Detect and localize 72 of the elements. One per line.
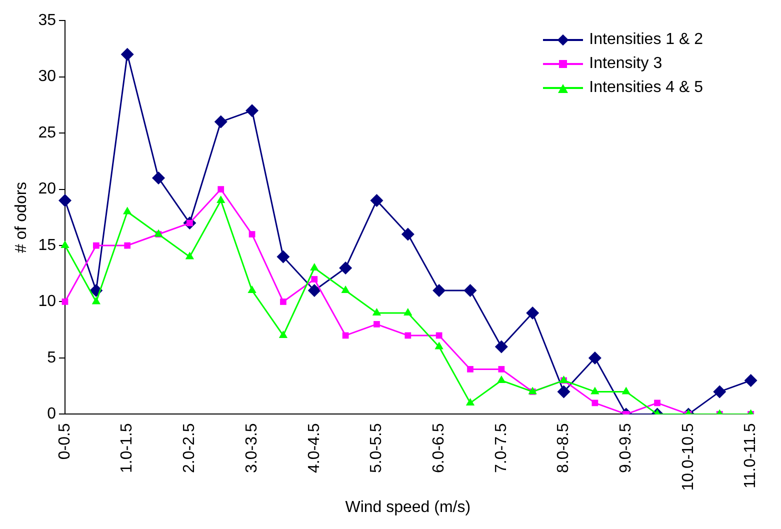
y-tick-label: 30: [38, 68, 56, 86]
y-tick-label: 10: [38, 293, 56, 310]
x-tick-label: 11.0-11.5: [742, 423, 760, 488]
x-tick-label: 5.0-5.5: [368, 423, 386, 474]
point: [432, 284, 446, 297]
point: [280, 298, 286, 305]
y-tick-label: 15: [38, 236, 56, 254]
x-tick-label: 7.0-7.5: [492, 423, 510, 474]
y-tick-label: 20: [38, 180, 56, 198]
point: [218, 186, 224, 192]
point: [434, 342, 444, 350]
point: [494, 340, 508, 354]
y-tick-label: 25: [38, 124, 56, 142]
point: [341, 285, 350, 293]
legend-label: Intensities 1 & 2: [589, 31, 703, 49]
x-tick-label: 1.0-1.5: [118, 423, 136, 474]
point: [276, 250, 290, 264]
point: [498, 366, 505, 372]
x-axis-title: Wind speed (m/s): [345, 498, 471, 516]
y-tick-label: 35: [38, 12, 56, 30]
point: [466, 398, 475, 406]
point: [588, 351, 602, 364]
point: [248, 285, 256, 293]
point: [60, 240, 70, 248]
point: [246, 104, 259, 118]
x-tick-label: 8.0-8.5: [555, 423, 572, 474]
point: [124, 242, 131, 249]
point: [654, 400, 660, 406]
point: [58, 194, 72, 208]
point: [92, 296, 100, 304]
point: [185, 252, 194, 260]
y-tick-label: 5: [47, 349, 56, 366]
point: [713, 385, 726, 398]
y-axis-title: # of odors: [13, 182, 30, 253]
legend-label: Intensities 4 & 5: [589, 79, 703, 97]
point: [370, 194, 384, 208]
point: [123, 206, 132, 214]
point: [278, 330, 288, 338]
point: [92, 242, 100, 249]
point: [622, 386, 630, 394]
x-tick-label: 6.0-6.5: [430, 423, 448, 474]
point: [216, 196, 226, 204]
x-tick-label: 4.0-4.5: [306, 423, 323, 474]
point: [374, 321, 380, 328]
x-tick-label: 0-0.5: [56, 423, 74, 460]
x-tick-label: 3.0-3.5: [243, 423, 260, 474]
point: [404, 308, 412, 316]
point: [590, 386, 600, 394]
point: [557, 385, 570, 398]
point: [497, 375, 506, 383]
point: [526, 306, 540, 320]
point: [62, 298, 68, 305]
point: [248, 231, 256, 238]
point: [120, 48, 134, 61]
x-tick-label: 10.0-10.5: [680, 423, 697, 491]
point: [744, 374, 758, 387]
point: [308, 284, 321, 297]
x-tick-label: 9.0-9.5: [618, 423, 635, 474]
x-tick-label: 2.0-2.5: [181, 423, 198, 474]
legend-label: Intensity 3: [589, 55, 662, 73]
point: [404, 332, 412, 339]
point: [152, 172, 166, 185]
point: [311, 276, 318, 282]
point: [339, 262, 352, 274]
point: [310, 263, 319, 270]
point: [436, 332, 442, 339]
point: [214, 115, 228, 128]
y-tick-label: 0: [47, 406, 56, 423]
point: [464, 284, 477, 297]
point: [372, 308, 382, 316]
point: [401, 228, 414, 241]
point: [467, 366, 474, 372]
